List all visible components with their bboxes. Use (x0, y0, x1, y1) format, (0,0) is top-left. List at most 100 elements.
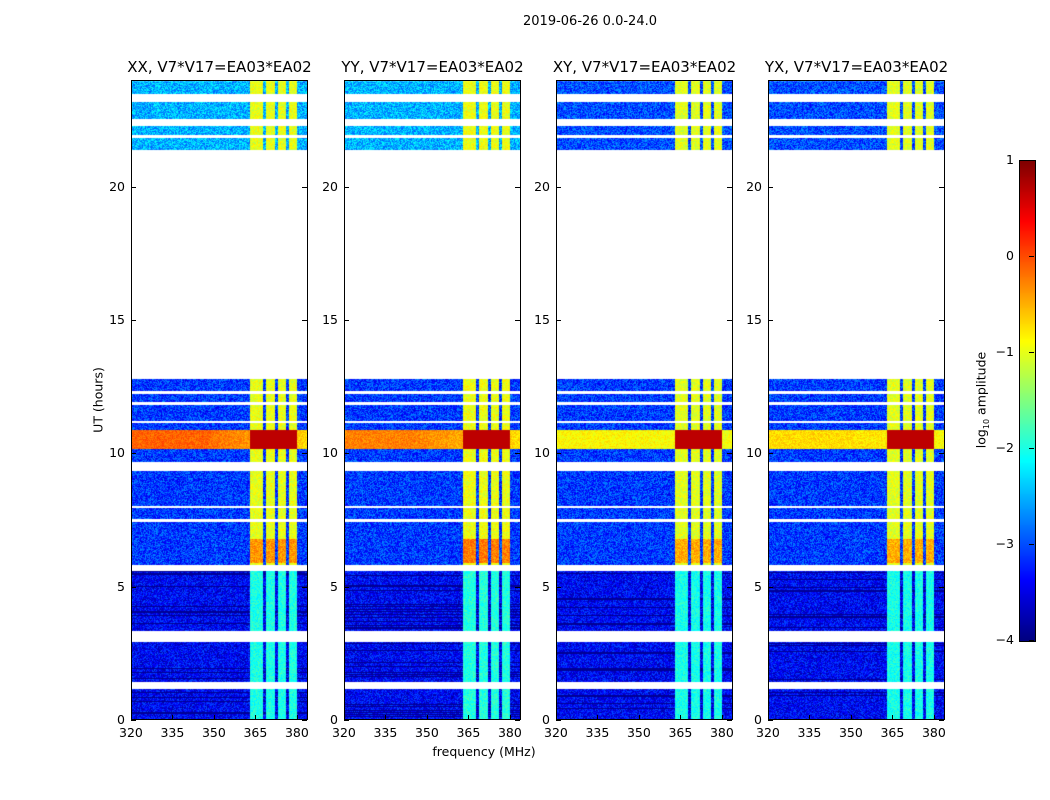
y-tick-mark (515, 186, 520, 188)
colorbar-tick-mark (1029, 640, 1034, 641)
x-tick-mark (385, 715, 387, 720)
x-tick-mark (809, 715, 811, 720)
spectrogram-heatmap (556, 80, 733, 720)
y-tick-mark (768, 586, 773, 588)
y-tick-mark (515, 720, 520, 721)
colorbar-tick-mark (1029, 448, 1034, 449)
x-tick-mark (468, 715, 470, 720)
y-tick-label: 5 (754, 578, 762, 594)
x-tick-mark (296, 715, 298, 720)
x-tick-label: 380 (921, 725, 946, 740)
y-tick-mark (515, 586, 520, 588)
x-tick-mark (255, 715, 257, 720)
panel-title: XY, V7*V17=EA03*EA02 (552, 58, 737, 76)
y-tick-mark (302, 320, 307, 321)
y-tick-label: 0 (330, 712, 338, 727)
x-tick-label: 365 (668, 725, 693, 740)
colorbar-tick-mark (1029, 544, 1034, 545)
x-tick-mark (638, 715, 640, 720)
x-tick-mark (597, 715, 599, 720)
colorbar-tick-mark (1029, 160, 1034, 161)
x-tick-label: 350 (414, 725, 439, 740)
colorbar-tick-mark (1029, 352, 1034, 353)
y-tick-mark (131, 186, 136, 188)
colorbar-label: log10 amplitude (973, 351, 991, 449)
y-tick-mark (556, 586, 561, 588)
y-tick-mark (344, 186, 349, 188)
y-tick-mark (302, 720, 307, 721)
y-tick-label: 5 (330, 578, 338, 594)
panel-title: YY, V7*V17=EA03*EA02 (341, 58, 524, 76)
y-tick-label: 15 (534, 312, 550, 327)
x-tick-mark (344, 715, 345, 720)
figure-title: 2019-06-26 0.0-24.0 (523, 14, 657, 29)
y-tick-mark (515, 320, 520, 321)
y-tick-label: 0 (754, 712, 762, 727)
y-tick-mark (939, 186, 944, 188)
x-tick-label: 320 (544, 725, 568, 740)
y-tick-label: 20 (534, 178, 550, 194)
y-tick-mark (344, 320, 349, 321)
x-tick-label: 365 (243, 725, 268, 740)
y-axis-label: UT (hours) (90, 367, 106, 433)
x-tick-label: 365 (456, 725, 481, 740)
y-tick-label: 15 (322, 312, 338, 327)
y-tick-mark (939, 586, 944, 588)
x-tick-label: 335 (797, 725, 822, 740)
x-tick-label: 380 (497, 725, 522, 740)
x-tick-label: 350 (838, 725, 863, 740)
colorbar-tick-label: 1 (1006, 152, 1014, 167)
y-tick-mark (768, 453, 773, 455)
y-tick-label: 20 (109, 178, 125, 194)
y-tick-mark (344, 720, 349, 721)
colorbar-tick-label: 0 (1006, 248, 1014, 263)
spectrogram-heatmap (344, 80, 521, 720)
y-tick-mark (131, 586, 136, 588)
panel-1: YY, V7*V17=EA03*EA02 320 335 350 365 380 0 5 10 1… (322, 58, 524, 740)
y-tick-label: 15 (746, 312, 762, 327)
y-tick-mark (939, 453, 944, 455)
y-tick-label: 10 (534, 445, 550, 461)
y-tick-label: 10 (746, 445, 762, 461)
colorbar-tick-label: −1 (995, 344, 1014, 359)
x-tick-label: 335 (373, 725, 398, 740)
x-tick-label: 365 (880, 725, 905, 740)
y-tick-mark (727, 320, 732, 321)
x-tick-label: 350 (626, 725, 651, 740)
x-tick-mark (850, 715, 852, 720)
y-tick-label: 10 (322, 445, 338, 461)
x-tick-label: 320 (756, 725, 780, 740)
y-tick-mark (302, 453, 307, 455)
y-tick-label: 20 (322, 178, 338, 194)
y-tick-mark (131, 320, 136, 321)
x-tick-mark (213, 715, 215, 720)
y-tick-mark (556, 186, 561, 188)
x-tick-mark (768, 715, 769, 720)
x-tick-mark (509, 715, 511, 720)
y-tick-mark (344, 453, 349, 455)
colorbar-tick-label: −4 (995, 632, 1014, 647)
y-tick-mark (515, 453, 520, 455)
x-tick-mark (892, 715, 894, 720)
y-tick-label: 20 (746, 178, 762, 194)
y-tick-label: 15 (109, 312, 125, 327)
y-tick-mark (939, 320, 944, 321)
x-tick-mark (131, 715, 132, 720)
x-tick-label: 335 (160, 725, 185, 740)
y-tick-mark (556, 453, 561, 455)
x-tick-label: 380 (709, 725, 734, 740)
y-tick-mark (727, 720, 732, 721)
y-tick-mark (302, 586, 307, 588)
x-tick-mark (933, 715, 935, 720)
x-tick-mark (426, 715, 428, 720)
panel-3: YX, V7*V17=EA03*EA02 320 335 350 365 380 0 5 10 1… (746, 58, 948, 740)
y-tick-label: 0 (542, 712, 550, 727)
y-tick-mark (768, 186, 773, 188)
y-tick-mark (939, 720, 944, 721)
colorbar-tick-label: −3 (995, 536, 1014, 551)
panel-title: XX, V7*V17=EA03*EA02 (127, 58, 312, 76)
x-tick-mark (680, 715, 682, 720)
x-axis-label: frequency (MHz) (432, 744, 536, 759)
y-tick-label: 5 (542, 578, 550, 594)
